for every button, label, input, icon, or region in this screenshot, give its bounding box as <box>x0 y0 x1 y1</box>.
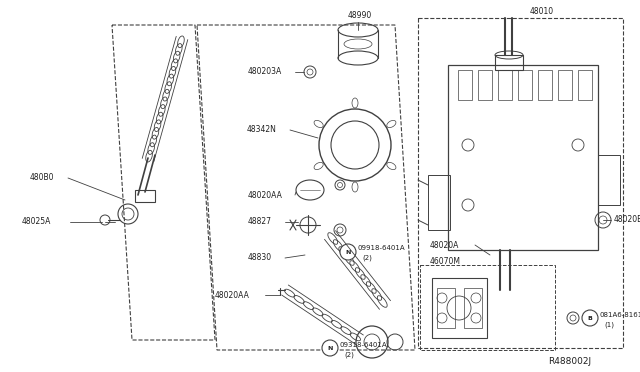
Text: 09318-6401A: 09318-6401A <box>340 342 388 348</box>
Text: (1): (1) <box>604 322 614 328</box>
Bar <box>558 70 572 100</box>
Bar <box>428 175 450 230</box>
Circle shape <box>582 310 598 326</box>
Bar <box>437 288 455 328</box>
Text: N: N <box>346 250 351 254</box>
Text: 48342N: 48342N <box>247 125 277 135</box>
Bar <box>478 70 492 100</box>
Bar <box>518 70 532 100</box>
Text: 48010: 48010 <box>530 7 554 16</box>
Circle shape <box>322 340 338 356</box>
Bar <box>432 278 487 338</box>
Text: 48020AA: 48020AA <box>215 291 250 299</box>
Text: R488002J: R488002J <box>548 357 591 366</box>
Text: 480203A: 480203A <box>248 67 282 77</box>
Bar <box>538 70 552 100</box>
Text: 09918-6401A: 09918-6401A <box>358 245 406 251</box>
Text: 46070M: 46070M <box>430 257 461 266</box>
Bar <box>464 288 482 328</box>
Text: 48020AA: 48020AA <box>248 190 283 199</box>
Circle shape <box>340 244 356 260</box>
Text: 48990: 48990 <box>348 10 372 19</box>
Text: (2): (2) <box>344 352 354 358</box>
Text: 48025A: 48025A <box>22 218 51 227</box>
Text: B: B <box>588 315 593 321</box>
Text: 081A6-8161A: 081A6-8161A <box>600 312 640 318</box>
Bar <box>448 65 598 250</box>
Text: 480B0: 480B0 <box>30 173 54 183</box>
Text: 48827: 48827 <box>248 218 272 227</box>
Bar <box>418 18 623 348</box>
Bar <box>135 190 155 202</box>
Bar <box>598 155 620 205</box>
Text: 48020A: 48020A <box>430 241 460 250</box>
Bar <box>458 70 472 100</box>
Bar <box>498 70 512 100</box>
Bar <box>495 55 523 70</box>
Text: 48830: 48830 <box>248 253 272 263</box>
Bar <box>420 265 555 350</box>
Text: (2): (2) <box>362 255 372 261</box>
Bar <box>578 70 592 100</box>
Text: N: N <box>327 346 333 350</box>
Text: 48020B: 48020B <box>614 215 640 224</box>
